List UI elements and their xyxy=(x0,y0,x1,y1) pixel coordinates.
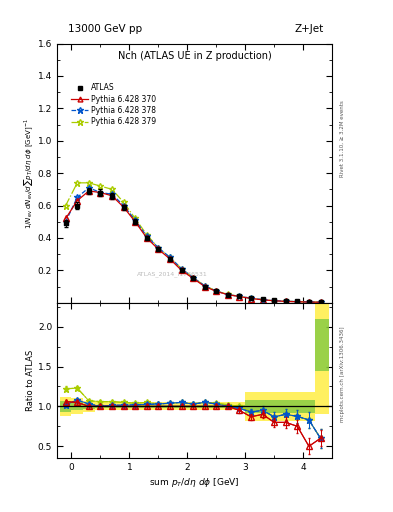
Text: mcplots.cern.ch [arXiv:1306.3436]: mcplots.cern.ch [arXiv:1306.3436] xyxy=(340,326,345,421)
Text: Z+Jet: Z+Jet xyxy=(295,25,324,34)
Y-axis label: $1/N_{\rm ev}\ dN_{\rm ev}/d\sum p_T/d\eta\ d\phi\ [\rm{GeV}]^{-1}$: $1/N_{\rm ev}\ dN_{\rm ev}/d\sum p_T/d\e… xyxy=(22,118,35,228)
Legend: ATLAS, Pythia 6.428 370, Pythia 6.428 378, Pythia 6.428 379: ATLAS, Pythia 6.428 370, Pythia 6.428 37… xyxy=(69,81,159,129)
Text: 13000 GeV pp: 13000 GeV pp xyxy=(68,25,142,34)
X-axis label: sum $p_T/d\eta\ d\phi$ [GeV]: sum $p_T/d\eta\ d\phi$ [GeV] xyxy=(149,476,240,489)
Text: Nch (ATLAS UE in Z production): Nch (ATLAS UE in Z production) xyxy=(118,51,272,61)
Y-axis label: Ratio to ATLAS: Ratio to ATLAS xyxy=(26,350,35,411)
Text: ATLAS_2014_I1736531: ATLAS_2014_I1736531 xyxy=(137,271,208,277)
Text: Rivet 3.1.10, ≥ 3.2M events: Rivet 3.1.10, ≥ 3.2M events xyxy=(340,100,345,177)
